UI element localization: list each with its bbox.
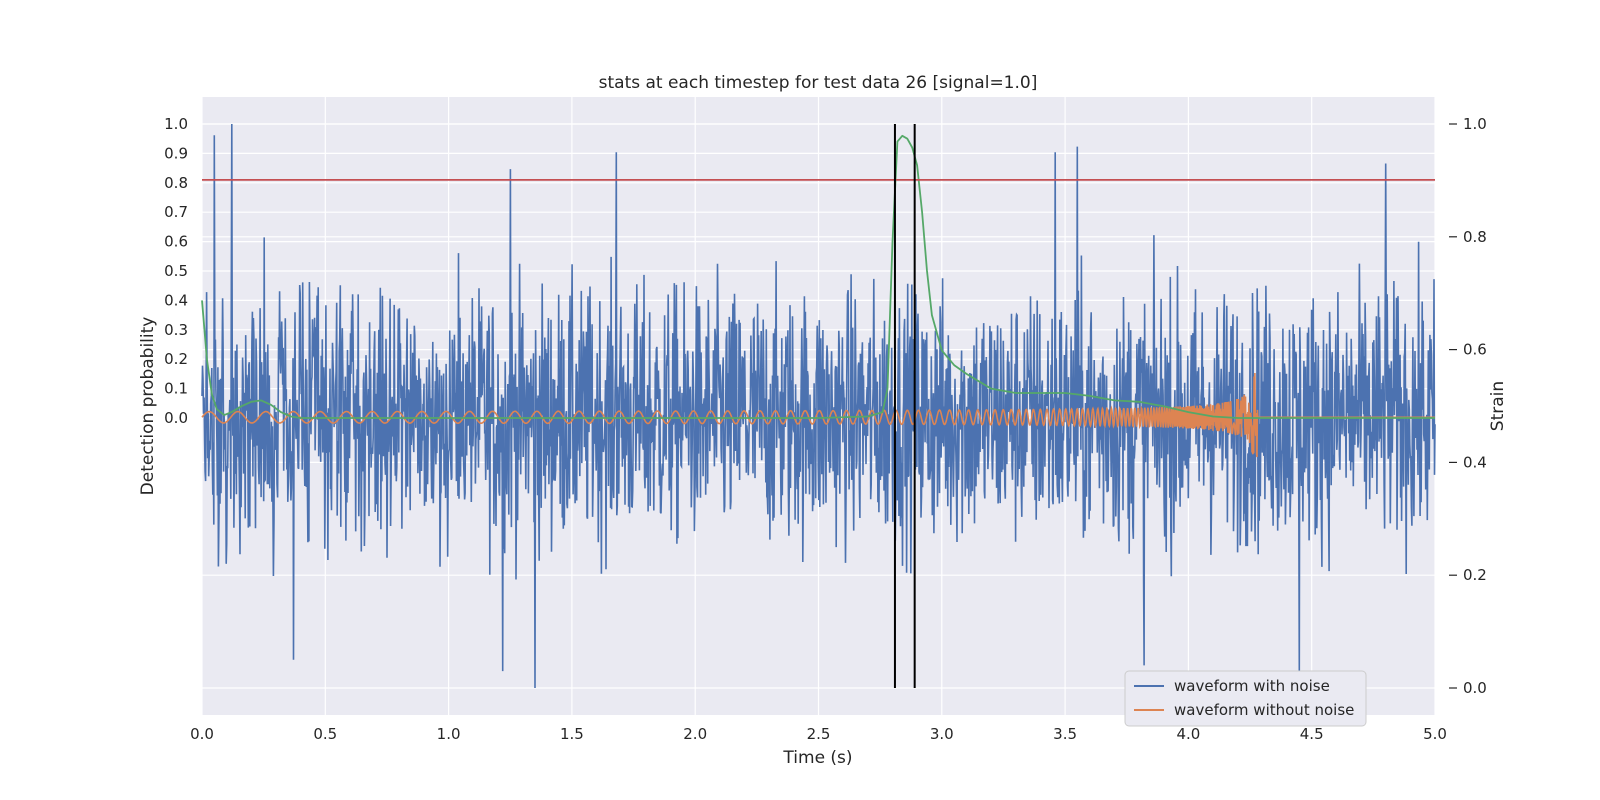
x-tick-label: 0.0 <box>190 725 214 743</box>
y-right-tick-label: 0.4 <box>1463 453 1487 471</box>
chart-title: stats at each timestep for test data 26 … <box>599 73 1038 93</box>
y-right-tick-label: 1.0 <box>1463 115 1487 133</box>
x-tick-label: 4.5 <box>1300 725 1324 743</box>
y-axis-label-left: Detection probability <box>138 317 158 496</box>
y-right-tick-label: 0.6 <box>1463 341 1487 359</box>
y-left-tick-label: 0.1 <box>164 380 188 398</box>
y-left-tick-label: 0.5 <box>164 262 188 280</box>
y-left-tick-label: 0.8 <box>164 174 188 192</box>
ticks: 0.0 0.5 1.0 1.5 2.0 2.5 3.0 3.5 4.0 4.5 5.0 0.0 0.1 0… <box>164 115 1487 743</box>
y-right-tick-label: 0.0 <box>1463 679 1487 697</box>
y-left-tick-label: 0.3 <box>164 321 188 339</box>
legend-label-waveform-without-noise: waveform without noise <box>1174 701 1354 719</box>
x-tick-label: 3.5 <box>1053 725 1077 743</box>
series-waveform-without-noise <box>201 372 1435 458</box>
x-tick-label: 5.0 <box>1423 725 1447 743</box>
legend-label-waveform-with-noise: waveform with noise <box>1174 677 1330 695</box>
y-left-tick-label: 1.0 <box>164 115 188 133</box>
legend-box <box>1124 670 1367 727</box>
x-tick-label: 1.0 <box>437 725 461 743</box>
legend: waveform with noise waveform without noi… <box>1124 670 1367 727</box>
y-left-tick-label: 0.0 <box>164 409 188 427</box>
y-left-tick-label: 0.7 <box>164 203 188 221</box>
series-detection-probability <box>201 134 1435 419</box>
x-tick-label: 2.5 <box>807 725 831 743</box>
y-left-tick-label: 0.6 <box>164 233 188 251</box>
y-left-tick-label: 0.2 <box>164 350 188 368</box>
y-right-tick-label: 0.8 <box>1463 228 1487 246</box>
series-waveform-with-noise <box>201 123 1436 689</box>
y-left-tick-label: 0.9 <box>164 144 188 162</box>
x-tick-label: 4.0 <box>1176 725 1200 743</box>
y-right-tick-label: 0.2 <box>1463 566 1487 584</box>
y-axis-label-right: Strain <box>1488 381 1508 431</box>
x-tick-label: 1.5 <box>560 725 584 743</box>
x-tick-label: 3.0 <box>930 725 954 743</box>
x-axis-label: Time (s) <box>782 748 852 768</box>
x-tick-label: 0.5 <box>313 725 337 743</box>
x-tick-label: 2.0 <box>683 725 707 743</box>
y-left-tick-label: 0.4 <box>164 291 188 309</box>
data-layer <box>201 123 1436 689</box>
